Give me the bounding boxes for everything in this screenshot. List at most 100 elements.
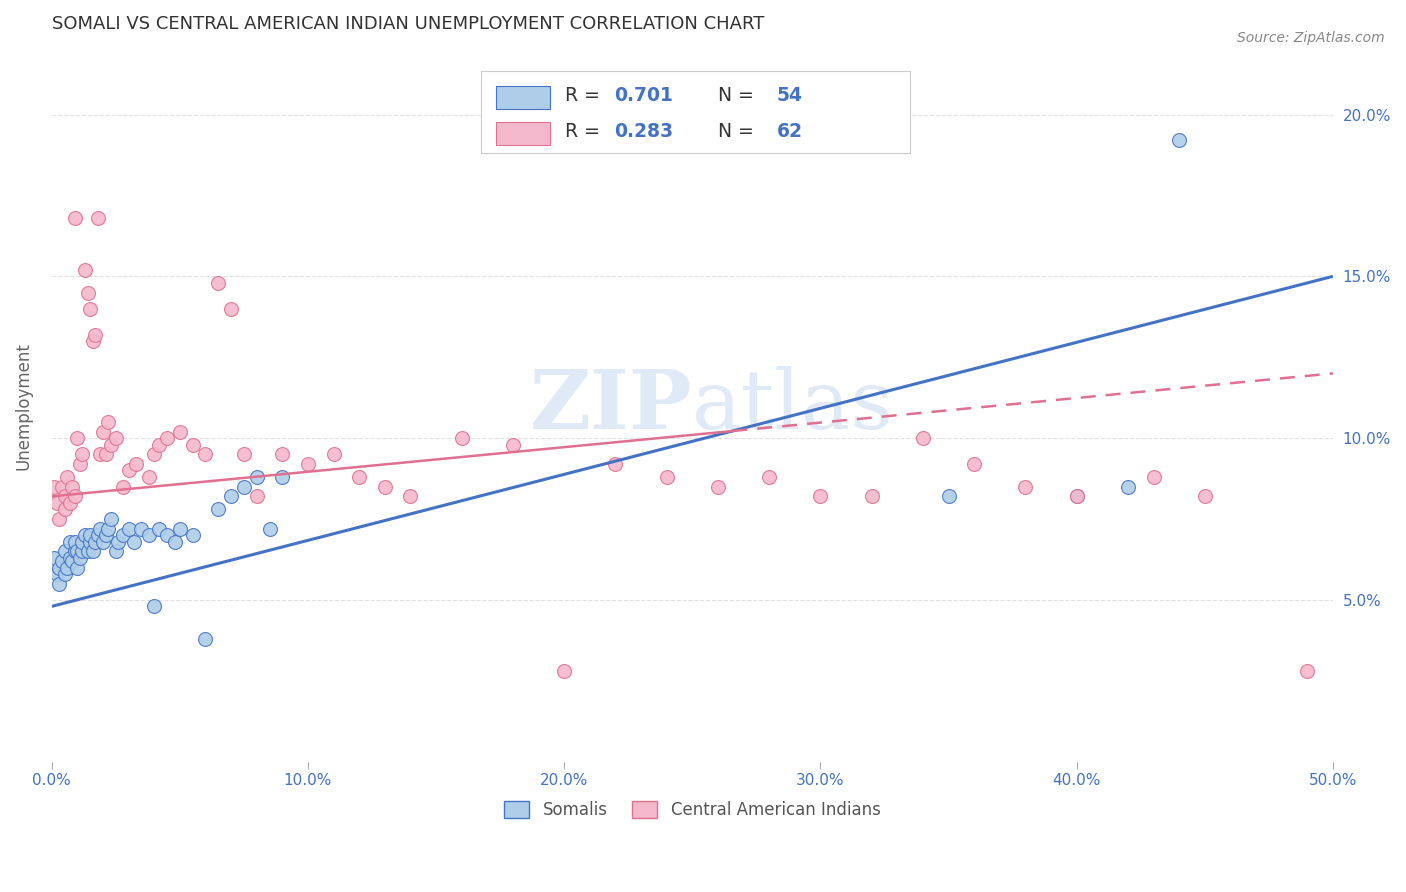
Point [87,528,110,542]
Point [104,431,127,445]
Text: N =: N = [706,87,761,105]
Point [148,437,170,451]
Point [399,489,422,503]
Point [84,327,107,342]
Point [44,480,66,494]
Text: SOMALI VS CENTRAL AMERICAN INDIAN UNEMPLOYMENT CORRELATION CHART: SOMALI VS CENTRAL AMERICAN INDIAN UNEMPL… [52,15,763,33]
Point [450,431,472,445]
Point [97,522,120,536]
Point [45,566,67,581]
Point [56,470,79,484]
Point [553,664,575,678]
Point [79,528,101,542]
Point [194,632,217,646]
Point [100,437,122,451]
Point [44,550,66,565]
Text: 0.701: 0.701 [614,87,673,105]
Point [1066,489,1088,503]
Point [860,489,883,503]
Text: 54: 54 [778,87,803,105]
Point [53,489,76,503]
Point [219,489,242,503]
Point [1066,489,1088,503]
FancyBboxPatch shape [496,122,550,145]
Point [232,447,254,461]
Point [76,285,98,300]
Point [1142,470,1164,484]
Point [181,437,204,451]
Point [232,480,254,494]
Point [322,447,344,461]
Text: R =: R = [565,87,606,105]
Point [143,599,166,614]
Point [63,544,86,558]
Point [72,447,94,461]
Point [502,437,524,451]
Point [374,480,396,494]
Point [1168,133,1191,147]
Text: 0.283: 0.283 [614,122,673,141]
Point [169,522,191,536]
Point [53,544,76,558]
Text: ZIP: ZIP [530,366,692,446]
Point [60,480,83,494]
FancyBboxPatch shape [496,86,550,109]
Point [91,425,114,439]
Point [89,522,111,536]
Point [94,447,117,461]
Point [117,463,139,477]
Point [194,447,217,461]
Point [138,470,160,484]
Point [107,534,129,549]
Point [122,534,145,549]
Point [104,544,127,558]
Point [810,489,832,503]
Text: atlas: atlas [692,366,894,446]
Point [156,528,179,542]
Legend: Somalis, Central American Indians: Somalis, Central American Indians [498,794,887,826]
Point [63,489,86,503]
Point [125,457,148,471]
Point [45,496,67,510]
Point [181,528,204,542]
Point [131,522,153,536]
Point [72,534,94,549]
Point [60,554,83,568]
Point [148,522,170,536]
Point [73,528,96,542]
Point [938,489,960,503]
Point [69,550,91,565]
Point [82,544,104,558]
Point [911,431,934,445]
Point [48,576,70,591]
Point [1116,480,1139,494]
Point [138,528,160,542]
Point [51,554,73,568]
Point [73,263,96,277]
Point [117,522,139,536]
Text: 62: 62 [778,122,803,141]
Point [94,528,117,542]
Point [72,544,94,558]
Point [156,431,179,445]
Point [63,534,86,549]
Point [59,496,82,510]
Point [76,544,98,558]
Point [112,528,135,542]
Point [97,415,120,429]
Point [51,480,73,494]
Point [163,534,186,549]
Point [53,502,76,516]
Point [246,489,269,503]
Point [655,470,678,484]
Point [259,522,281,536]
Point [79,534,101,549]
Point [347,470,370,484]
Y-axis label: Unemployment: Unemployment [15,342,32,470]
Point [207,502,229,516]
Point [605,457,627,471]
Point [1194,489,1216,503]
Point [82,334,104,348]
Point [89,447,111,461]
Point [207,276,229,290]
